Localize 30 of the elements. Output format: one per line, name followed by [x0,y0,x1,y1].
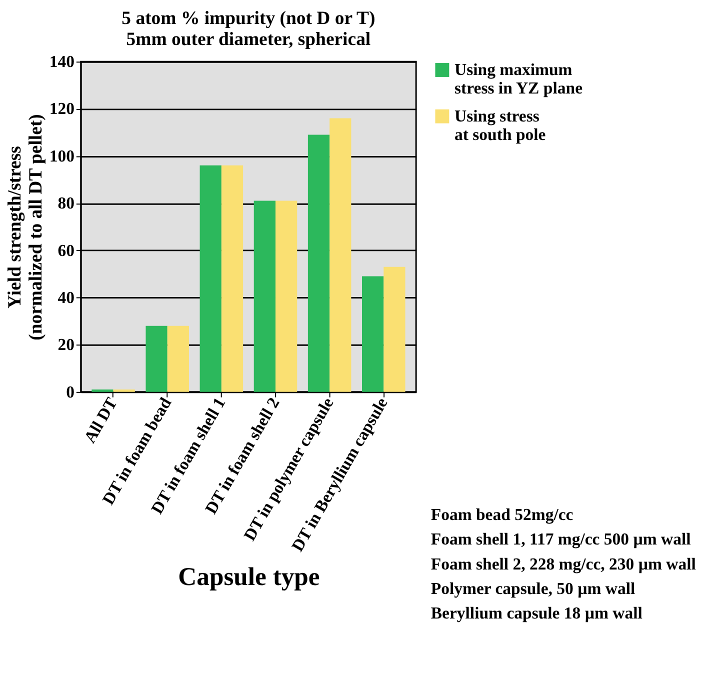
y-tick-label: 0 [66,382,74,402]
bar [254,200,276,392]
bar [221,165,244,392]
bar [200,165,222,392]
bar [167,326,189,392]
bar [330,118,352,392]
text: Foam bead 52mg/cc [430,505,574,524]
bar [146,326,168,392]
chart-subtitle: 5mm outer diameter, spherical [126,28,371,50]
y-tick-label: 140 [49,52,74,72]
bar [275,200,298,392]
y-tick-label: 60 [58,240,74,260]
legend-label: Using maximum stress in YZ plane [454,60,583,98]
legend-label: Using stress at south pole [454,106,546,144]
text: Polymer capsule, 50 µm wall [430,579,636,598]
y-tick-label: 40 [58,288,74,307]
chart-title: 5 atom % impurity (not D or T) [122,8,376,30]
x-tick-label: All DT [80,394,122,446]
bar [308,134,330,392]
bar [384,266,406,392]
x-axis-title: Capsule type [178,562,320,592]
text: Foam shell 2, 228 mg/cc, 230 µm wall [430,554,696,574]
text: Foam shell 1, 117 mg/cc 500 µm wall [430,530,692,549]
text: Beryllium capsule 18 µm wall [430,604,643,623]
y-tick-label: 80 [58,194,74,213]
y-tick-label: 20 [58,335,74,354]
y-tick-label: 100 [49,146,74,166]
y-tick-label: 120 [49,99,74,118]
y-axis-title: Yield strength/stress (normalized to all DT pellet) [4,114,46,340]
bar [362,276,384,392]
